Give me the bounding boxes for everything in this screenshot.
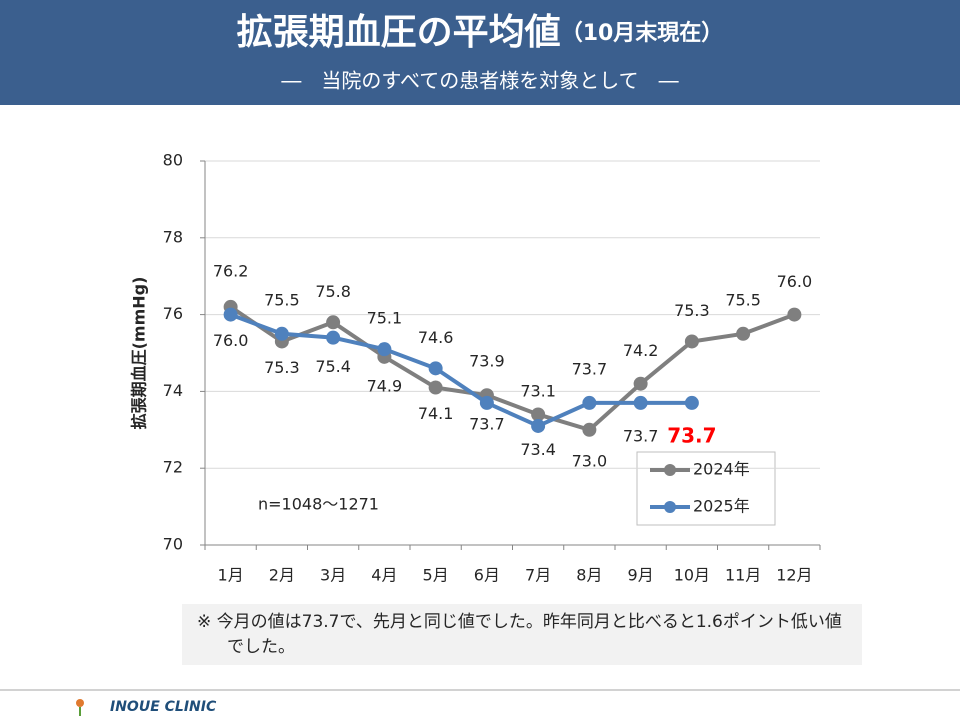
value-label: 73.9: [469, 352, 505, 371]
y-tick-label: 80: [163, 151, 183, 170]
slide-title: 拡張期血圧の平均値（10月末現在）: [237, 12, 724, 53]
legend-label: 2024年: [693, 460, 750, 479]
value-label: 73.7: [623, 426, 659, 445]
point: [326, 330, 341, 345]
value-label: 76.0: [777, 272, 813, 291]
title-note: （10月末現在）: [561, 20, 724, 46]
x-tick-label: 8月: [576, 566, 602, 585]
legend-marker: [664, 501, 676, 513]
point: [428, 361, 443, 376]
value-label: 75.5: [264, 290, 300, 309]
clinic-name: INOUE CLINIC: [110, 699, 217, 715]
x-tick-label: 9月: [628, 566, 654, 585]
legend-marker: [664, 464, 676, 476]
value-label: 74.2: [623, 341, 659, 360]
value-label: 73.7: [572, 359, 608, 378]
value-label: 75.5: [725, 290, 761, 309]
value-label: 73.0: [572, 451, 608, 470]
point: [531, 407, 546, 422]
y-tick-label: 74: [163, 381, 183, 400]
point: [787, 307, 802, 322]
value-label: 75.8: [315, 282, 351, 301]
title-main: 拡張期血圧の平均値: [237, 12, 561, 53]
value-label: 76.0: [213, 331, 249, 350]
point: [633, 395, 648, 410]
value-label: 75.1: [367, 309, 403, 328]
point: [223, 307, 238, 322]
value-label: 73.7: [469, 414, 505, 433]
value-label: 75.3: [264, 358, 300, 377]
point: [479, 395, 494, 410]
x-tick-label: 1月: [218, 566, 244, 585]
x-tick-label: 10月: [674, 566, 710, 585]
value-label: 73.4: [520, 440, 556, 459]
value-label: 74.6: [418, 328, 454, 347]
point: [582, 422, 597, 437]
y-tick-label: 76: [163, 304, 183, 323]
point: [736, 326, 751, 341]
note-box: ※ 今月の値は73.7で、先月と同じ値でした。昨年同月と比べると1.6ポイント低…: [182, 604, 862, 665]
clinic-logo: [76, 699, 84, 716]
y-tick-label: 78: [163, 227, 183, 246]
x-tick-label: 2月: [269, 566, 295, 585]
slide-subtitle: ― 当院のすべての患者様を対象として ―: [281, 69, 678, 93]
y-tick-label: 72: [163, 458, 183, 477]
x-tick-label: 4月: [371, 566, 397, 585]
legend-box: [636, 451, 776, 526]
annotation: n=1048～1271: [258, 495, 379, 514]
note-text: ※ 今月の値は73.7で、先月と同じ値でした。昨年同月と比べると1.6ポイント低…: [197, 612, 842, 657]
x-tick-label: 3月: [320, 566, 346, 585]
point: [633, 376, 648, 391]
x-tick-label: 6月: [474, 566, 500, 585]
value-label: 73.7: [667, 423, 716, 447]
point: [428, 380, 443, 395]
header-band: [0, 0, 960, 105]
value-label: 75.4: [315, 357, 351, 376]
y-tick-label: 70: [163, 535, 183, 554]
value-label: 75.3: [674, 301, 710, 320]
series-line: [229, 305, 796, 433]
y-axis-label: 拡張期血圧(mmHg): [130, 277, 149, 430]
x-tick-label: 7月: [525, 566, 551, 585]
x-tick-label: 11月: [725, 566, 761, 585]
point: [684, 395, 699, 410]
point: [684, 334, 699, 349]
point: [531, 418, 546, 433]
point: [377, 342, 392, 357]
value-label: 73.1: [520, 381, 556, 400]
value-label: 76.2: [213, 261, 249, 280]
legend-label: 2025年: [693, 497, 750, 516]
value-label: 74.9: [367, 376, 403, 395]
x-tick-label: 12月: [776, 566, 812, 585]
point: [326, 315, 341, 330]
point: [582, 395, 597, 410]
series-line: [229, 312, 692, 429]
point: [274, 326, 289, 341]
x-tick-label: 5月: [423, 566, 449, 585]
value-label: 74.1: [418, 404, 454, 423]
